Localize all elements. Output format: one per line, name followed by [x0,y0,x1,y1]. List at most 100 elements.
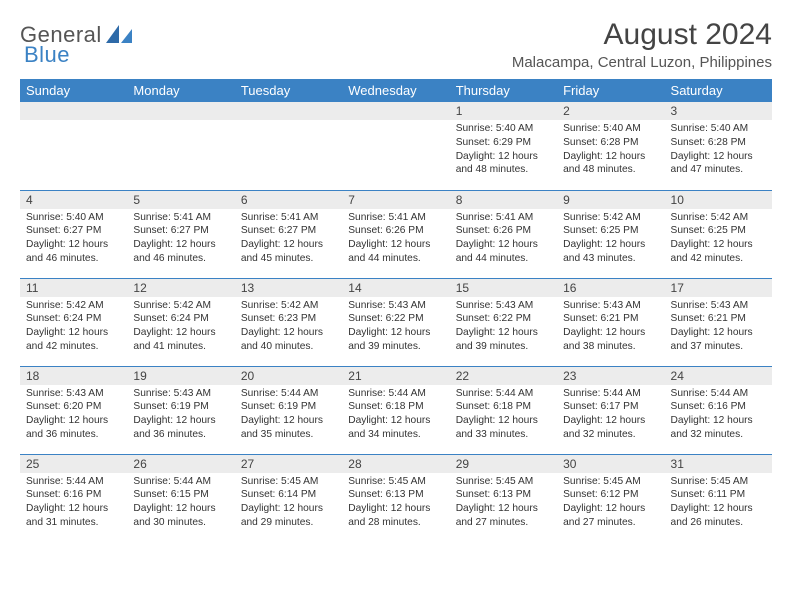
day-number: 4 [20,191,127,209]
calendar-row: 4Sunrise: 5:40 AMSunset: 6:27 PMDaylight… [20,190,772,278]
day-number: 10 [665,191,772,209]
day-details: Sunrise: 5:41 AMSunset: 6:26 PMDaylight:… [342,209,449,270]
location-subtitle: Malacampa, Central Luzon, Philippines [512,54,772,71]
day-number: 3 [665,102,772,120]
day-details: Sunrise: 5:41 AMSunset: 6:26 PMDaylight:… [450,209,557,270]
day-number: 29 [450,455,557,473]
day-number: 15 [450,279,557,297]
day-number: 30 [557,455,664,473]
day-number: 2 [557,102,664,120]
day-number: 13 [235,279,342,297]
calendar-cell: 30Sunrise: 5:45 AMSunset: 6:12 PMDayligh… [557,454,664,542]
day-number: 17 [665,279,772,297]
day-details: Sunrise: 5:45 AMSunset: 6:13 PMDaylight:… [342,473,449,534]
calendar-table: SundayMondayTuesdayWednesdayThursdayFrid… [20,79,772,542]
title-block: August 2024 Malacampa, Central Luzon, Ph… [512,18,772,71]
calendar-cell [127,102,234,190]
day-details: Sunrise: 5:43 AMSunset: 6:22 PMDaylight:… [342,297,449,358]
day-number-empty [235,102,342,120]
day-details: Sunrise: 5:45 AMSunset: 6:11 PMDaylight:… [665,473,772,534]
day-details: Sunrise: 5:44 AMSunset: 6:16 PMDaylight:… [665,385,772,446]
calendar-cell: 15Sunrise: 5:43 AMSunset: 6:22 PMDayligh… [450,278,557,366]
day-number: 19 [127,367,234,385]
day-details: Sunrise: 5:41 AMSunset: 6:27 PMDaylight:… [235,209,342,270]
calendar-cell: 27Sunrise: 5:45 AMSunset: 6:14 PMDayligh… [235,454,342,542]
day-number: 24 [665,367,772,385]
logo-blue-line: Blue [24,42,70,68]
day-details: Sunrise: 5:43 AMSunset: 6:20 PMDaylight:… [20,385,127,446]
day-number: 22 [450,367,557,385]
day-details: Sunrise: 5:44 AMSunset: 6:18 PMDaylight:… [342,385,449,446]
calendar-cell [342,102,449,190]
calendar-row: 18Sunrise: 5:43 AMSunset: 6:20 PMDayligh… [20,366,772,454]
day-details: Sunrise: 5:43 AMSunset: 6:22 PMDaylight:… [450,297,557,358]
calendar-cell: 13Sunrise: 5:42 AMSunset: 6:23 PMDayligh… [235,278,342,366]
calendar-cell: 17Sunrise: 5:43 AMSunset: 6:21 PMDayligh… [665,278,772,366]
weekday-header: Sunday [20,79,127,102]
day-number: 8 [450,191,557,209]
calendar-cell: 7Sunrise: 5:41 AMSunset: 6:26 PMDaylight… [342,190,449,278]
day-number: 25 [20,455,127,473]
day-details: Sunrise: 5:42 AMSunset: 6:24 PMDaylight:… [127,297,234,358]
day-details: Sunrise: 5:44 AMSunset: 6:18 PMDaylight:… [450,385,557,446]
day-details: Sunrise: 5:40 AMSunset: 6:28 PMDaylight:… [557,120,664,181]
calendar-cell: 28Sunrise: 5:45 AMSunset: 6:13 PMDayligh… [342,454,449,542]
day-details: Sunrise: 5:45 AMSunset: 6:12 PMDaylight:… [557,473,664,534]
calendar-cell: 25Sunrise: 5:44 AMSunset: 6:16 PMDayligh… [20,454,127,542]
calendar-cell: 21Sunrise: 5:44 AMSunset: 6:18 PMDayligh… [342,366,449,454]
day-number: 18 [20,367,127,385]
day-number: 27 [235,455,342,473]
day-details: Sunrise: 5:42 AMSunset: 6:25 PMDaylight:… [665,209,772,270]
day-number: 9 [557,191,664,209]
logo-sail-icon [106,25,132,45]
day-details: Sunrise: 5:44 AMSunset: 6:19 PMDaylight:… [235,385,342,446]
day-number-empty [127,102,234,120]
weekday-header: Saturday [665,79,772,102]
calendar-cell: 18Sunrise: 5:43 AMSunset: 6:20 PMDayligh… [20,366,127,454]
calendar-cell [20,102,127,190]
day-details: Sunrise: 5:40 AMSunset: 6:27 PMDaylight:… [20,209,127,270]
day-number: 31 [665,455,772,473]
weekday-header: Monday [127,79,234,102]
weekday-header: Friday [557,79,664,102]
weekday-header: Wednesday [342,79,449,102]
day-details: Sunrise: 5:40 AMSunset: 6:29 PMDaylight:… [450,120,557,181]
weekday-header: Tuesday [235,79,342,102]
day-number: 1 [450,102,557,120]
calendar-cell: 22Sunrise: 5:44 AMSunset: 6:18 PMDayligh… [450,366,557,454]
day-details: Sunrise: 5:42 AMSunset: 6:25 PMDaylight:… [557,209,664,270]
page-title: August 2024 [512,18,772,52]
calendar-cell: 20Sunrise: 5:44 AMSunset: 6:19 PMDayligh… [235,366,342,454]
day-number: 5 [127,191,234,209]
day-details: Sunrise: 5:42 AMSunset: 6:23 PMDaylight:… [235,297,342,358]
calendar-row: 11Sunrise: 5:42 AMSunset: 6:24 PMDayligh… [20,278,772,366]
calendar-cell: 14Sunrise: 5:43 AMSunset: 6:22 PMDayligh… [342,278,449,366]
calendar-cell: 1Sunrise: 5:40 AMSunset: 6:29 PMDaylight… [450,102,557,190]
weekday-header: Thursday [450,79,557,102]
calendar-cell: 4Sunrise: 5:40 AMSunset: 6:27 PMDaylight… [20,190,127,278]
calendar-row: 1Sunrise: 5:40 AMSunset: 6:29 PMDaylight… [20,102,772,190]
day-number: 21 [342,367,449,385]
day-details: Sunrise: 5:42 AMSunset: 6:24 PMDaylight:… [20,297,127,358]
calendar-cell: 23Sunrise: 5:44 AMSunset: 6:17 PMDayligh… [557,366,664,454]
day-number: 12 [127,279,234,297]
day-details: Sunrise: 5:43 AMSunset: 6:19 PMDaylight:… [127,385,234,446]
day-number-empty [342,102,449,120]
calendar-cell: 3Sunrise: 5:40 AMSunset: 6:28 PMDaylight… [665,102,772,190]
calendar-cell: 31Sunrise: 5:45 AMSunset: 6:11 PMDayligh… [665,454,772,542]
calendar-cell: 8Sunrise: 5:41 AMSunset: 6:26 PMDaylight… [450,190,557,278]
calendar-cell: 26Sunrise: 5:44 AMSunset: 6:15 PMDayligh… [127,454,234,542]
day-details: Sunrise: 5:44 AMSunset: 6:17 PMDaylight:… [557,385,664,446]
day-number: 20 [235,367,342,385]
day-number: 6 [235,191,342,209]
calendar-head: SundayMondayTuesdayWednesdayThursdayFrid… [20,79,772,102]
logo-text-blue: Blue [24,42,70,67]
calendar-row: 25Sunrise: 5:44 AMSunset: 6:16 PMDayligh… [20,454,772,542]
header: General August 2024 Malacampa, Central L… [20,18,772,71]
calendar-cell: 29Sunrise: 5:45 AMSunset: 6:13 PMDayligh… [450,454,557,542]
day-details: Sunrise: 5:44 AMSunset: 6:15 PMDaylight:… [127,473,234,534]
day-details: Sunrise: 5:45 AMSunset: 6:13 PMDaylight:… [450,473,557,534]
calendar-cell: 24Sunrise: 5:44 AMSunset: 6:16 PMDayligh… [665,366,772,454]
calendar-cell: 16Sunrise: 5:43 AMSunset: 6:21 PMDayligh… [557,278,664,366]
calendar-cell: 10Sunrise: 5:42 AMSunset: 6:25 PMDayligh… [665,190,772,278]
